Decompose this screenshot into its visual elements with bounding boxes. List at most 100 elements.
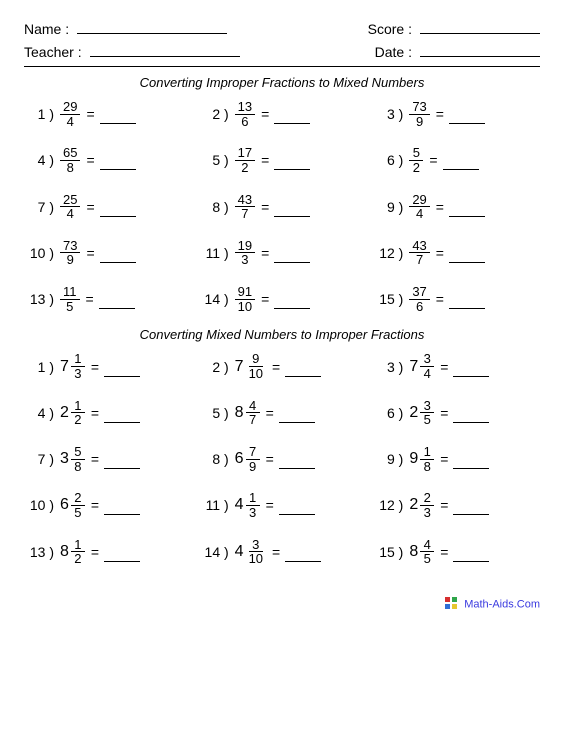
equals-sign: = [261,291,269,307]
answer-blank[interactable] [285,550,321,562]
answer-blank[interactable] [449,112,485,124]
equals-sign: = [91,359,99,375]
footer-text: Math-Aids.Com [464,598,540,610]
problem-number: 11 ) [199,497,229,513]
denominator: 2 [71,552,85,566]
answer-blank[interactable] [274,205,310,217]
answer-blank[interactable] [104,457,140,469]
answer-blank[interactable] [443,158,479,170]
score-field: Score : [368,20,540,37]
section2-problem: 7 )358= [24,445,191,473]
answer-blank[interactable] [449,205,485,217]
equals-sign: = [436,199,444,215]
answer-blank[interactable] [453,411,489,423]
answer-blank[interactable] [99,297,135,309]
answer-blank[interactable] [449,251,485,263]
answer-blank[interactable] [100,158,136,170]
fraction-part: 13 [71,352,85,380]
denominator: 8 [420,460,434,474]
improper-fraction: 294 [409,193,429,221]
improper-fraction: 376 [409,285,429,313]
fraction-part: 35 [420,399,434,427]
score-blank[interactable] [420,20,540,34]
equals-sign: = [440,544,448,560]
numerator: 9 [249,352,263,367]
section2-grid: 1 )713=2 )7910=3 )734=4 )212=5 )847=6 )2… [24,352,540,565]
section1-problem: 3 )739= [373,100,540,128]
date-blank[interactable] [420,43,540,57]
numerator: 5 [71,445,85,460]
section2-problem: 1 )713= [24,352,191,380]
answer-blank[interactable] [453,365,489,377]
teacher-label: Teacher : [24,44,82,60]
problem-number: 12 ) [373,497,403,513]
name-blank[interactable] [77,20,227,34]
answer-blank[interactable] [279,503,315,515]
whole-number: 6 [235,450,244,468]
answer-blank[interactable] [274,112,310,124]
answer-blank[interactable] [104,411,140,423]
equals-sign: = [440,405,448,421]
numerator: 25 [60,193,80,208]
numerator: 7 [246,445,260,460]
answer-blank[interactable] [449,297,485,309]
answer-blank[interactable] [453,550,489,562]
problem-number: 3 ) [373,106,403,122]
answer-blank[interactable] [100,205,136,217]
answer-blank[interactable] [274,158,310,170]
section2-problem: 9 )918= [373,445,540,473]
numerator: 3 [249,538,263,553]
problem-number: 1 ) [24,106,54,122]
section1-problem: 5 )172= [199,146,366,174]
equals-sign: = [436,245,444,261]
answer-blank[interactable] [279,411,315,423]
problem-number: 4 ) [24,405,54,421]
equals-sign: = [436,106,444,122]
equals-sign: = [266,405,274,421]
date-label: Date : [375,44,412,60]
equals-sign: = [91,405,99,421]
denominator: 4 [63,207,77,221]
fraction-part: 25 [71,491,85,519]
answer-blank[interactable] [274,251,310,263]
answer-blank[interactable] [104,365,140,377]
answer-blank[interactable] [453,457,489,469]
answer-blank[interactable] [100,112,136,124]
answer-blank[interactable] [104,503,140,515]
answer-blank[interactable] [104,550,140,562]
fraction-part: 310 [246,538,266,566]
denominator: 2 [409,161,423,175]
numerator: 1 [71,538,85,553]
improper-fraction: 172 [235,146,255,174]
worksheet-page: Name : Score : Teacher : Date : Converti… [0,0,564,590]
section1-problem: 1 )294= [24,100,191,128]
section1-problem: 13 )115= [24,285,191,313]
answer-blank[interactable] [453,503,489,515]
teacher-field: Teacher : [24,43,240,60]
answer-blank[interactable] [279,457,315,469]
teacher-blank[interactable] [90,43,240,57]
fraction-part: 12 [71,538,85,566]
denominator: 8 [71,460,85,474]
problem-number: 4 ) [24,152,54,168]
denominator: 7 [246,413,260,427]
equals-sign: = [261,245,269,261]
equals-sign: = [440,497,448,513]
denominator: 5 [63,300,77,314]
answer-blank[interactable] [274,297,310,309]
denominator: 10 [246,552,266,566]
numerator: 1 [71,399,85,414]
problem-number: 12 ) [373,245,403,261]
header-row-2: Teacher : Date : [24,43,540,60]
fraction-part: 34 [420,352,434,380]
whole-number: 2 [409,496,418,514]
section2-problem: 8 )679= [199,445,366,473]
improper-fraction: 437 [409,239,429,267]
denominator: 4 [63,115,77,129]
fraction-part: 58 [71,445,85,473]
answer-blank[interactable] [100,251,136,263]
footer-logo-icon [444,596,458,613]
problem-number: 14 ) [199,544,229,560]
answer-blank[interactable] [285,365,321,377]
improper-fraction: 115 [60,285,80,313]
